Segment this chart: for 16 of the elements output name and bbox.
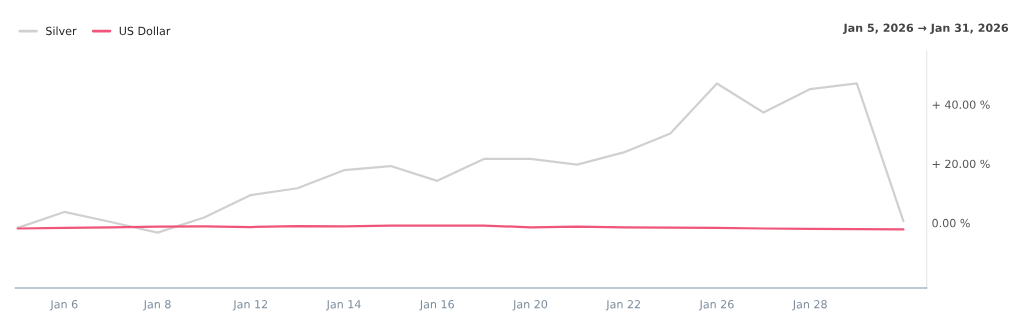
x-tick-label: Jan 28	[792, 300, 827, 311]
x-tick-label: Jan 26	[698, 300, 734, 311]
x-tick-label: Jan 12	[232, 300, 268, 311]
y-tick-label: + 20.00 %	[932, 159, 990, 169]
x-tick-label: Jan 6	[49, 300, 78, 311]
x-tick-label: Jan 22	[605, 300, 640, 311]
x-tick-label: Jan 8	[143, 300, 171, 311]
chart-subtitle: Jan 5, 2026 → Jan 31, 2026	[842, 23, 1009, 35]
x-tick-label: Jan 16	[419, 300, 454, 311]
x-tick-label: Jan 14	[326, 300, 361, 311]
line-series	[16, 82, 905, 234]
y-tick-label: + 40.00 %	[932, 100, 990, 109]
legend-label: Silver	[46, 26, 77, 36]
legend-label: US Dollar	[119, 26, 171, 36]
y-tick-label: 0.00 %	[932, 218, 970, 228]
x-tick-label: Jan 20	[512, 300, 548, 311]
